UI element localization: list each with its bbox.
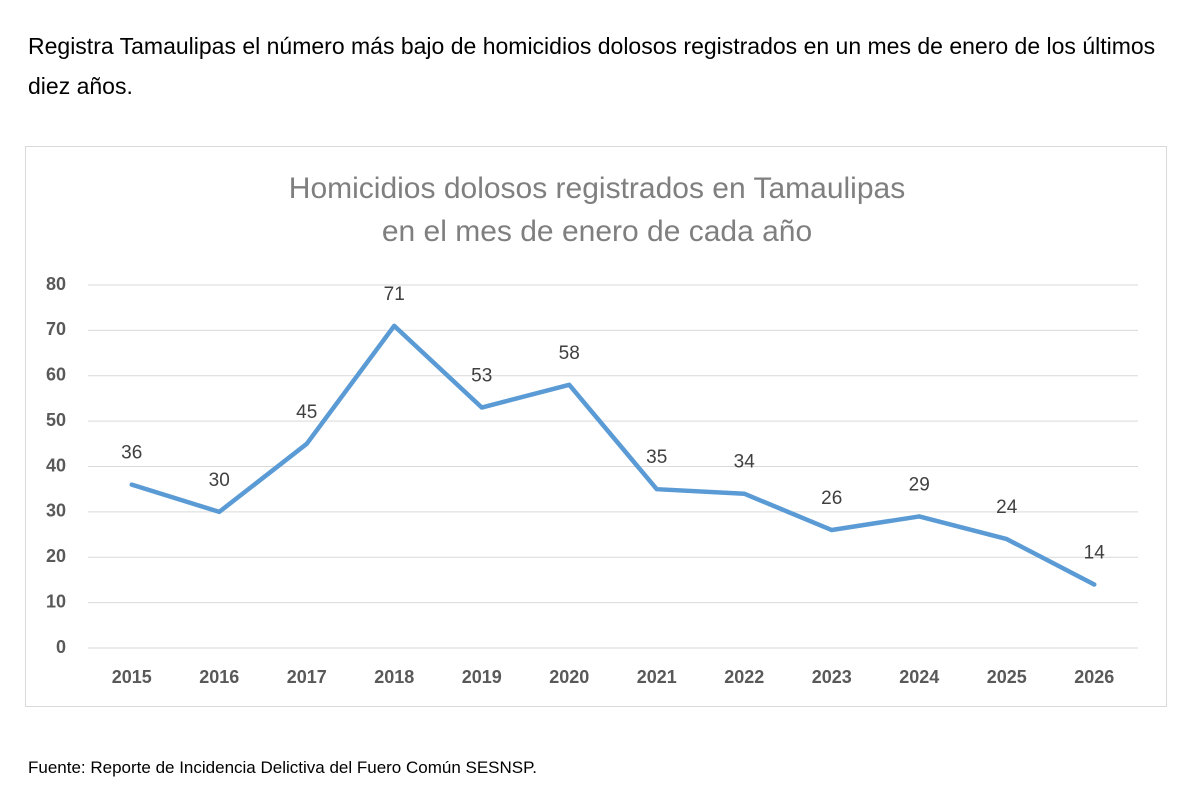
heading: Registra Tamaulipas el número más bajo d… xyxy=(28,33,1156,99)
y-tick-label: 20 xyxy=(46,546,66,566)
data-label: 58 xyxy=(559,343,580,364)
y-tick-label: 40 xyxy=(46,455,66,475)
x-tick-label: 2022 xyxy=(724,667,764,687)
data-label: 26 xyxy=(821,488,842,509)
x-tick-label: 2015 xyxy=(112,667,152,687)
data-label: 71 xyxy=(384,284,405,305)
data-label: 34 xyxy=(734,452,756,473)
x-tick-label: 2018 xyxy=(374,667,414,687)
source: Fuente: Reporte de Incidencia Delictiva … xyxy=(28,758,538,777)
x-tick-label: 2017 xyxy=(287,667,327,687)
x-tick-label: 2025 xyxy=(987,667,1027,687)
data-label: 14 xyxy=(1084,542,1106,563)
data-label: 45 xyxy=(296,402,317,423)
x-tick-label: 2016 xyxy=(199,667,239,687)
data-label: 24 xyxy=(996,497,1018,518)
y-tick-label: 80 xyxy=(46,274,66,294)
y-tick-label: 70 xyxy=(46,319,66,339)
x-tick-label: 2021 xyxy=(637,667,677,687)
data-label: 29 xyxy=(909,474,930,495)
y-tick-label: 30 xyxy=(46,501,66,521)
chart-frame xyxy=(25,146,1167,707)
x-tick-label: 2026 xyxy=(1074,667,1114,687)
chart-title: Homicidios dolosos registrados en Tamaul… xyxy=(289,172,905,205)
line xyxy=(129,323,1097,587)
y-tick-label: 50 xyxy=(46,410,66,430)
x-tick-label: 2023 xyxy=(812,667,852,687)
x-tick-label: 2020 xyxy=(549,667,589,687)
x-tick-label: 2019 xyxy=(462,667,502,687)
chart-title: en el mes de enero de cada año xyxy=(382,215,812,248)
data-label: 53 xyxy=(471,366,492,387)
data-label: 36 xyxy=(121,443,142,464)
data-label: 35 xyxy=(646,447,667,468)
y-tick-label: 60 xyxy=(46,365,66,385)
x-tick-label: 2024 xyxy=(899,667,939,687)
y-tick-label: 10 xyxy=(46,591,66,611)
data-label: 30 xyxy=(209,470,230,491)
y-tick-label: 0 xyxy=(56,637,66,657)
